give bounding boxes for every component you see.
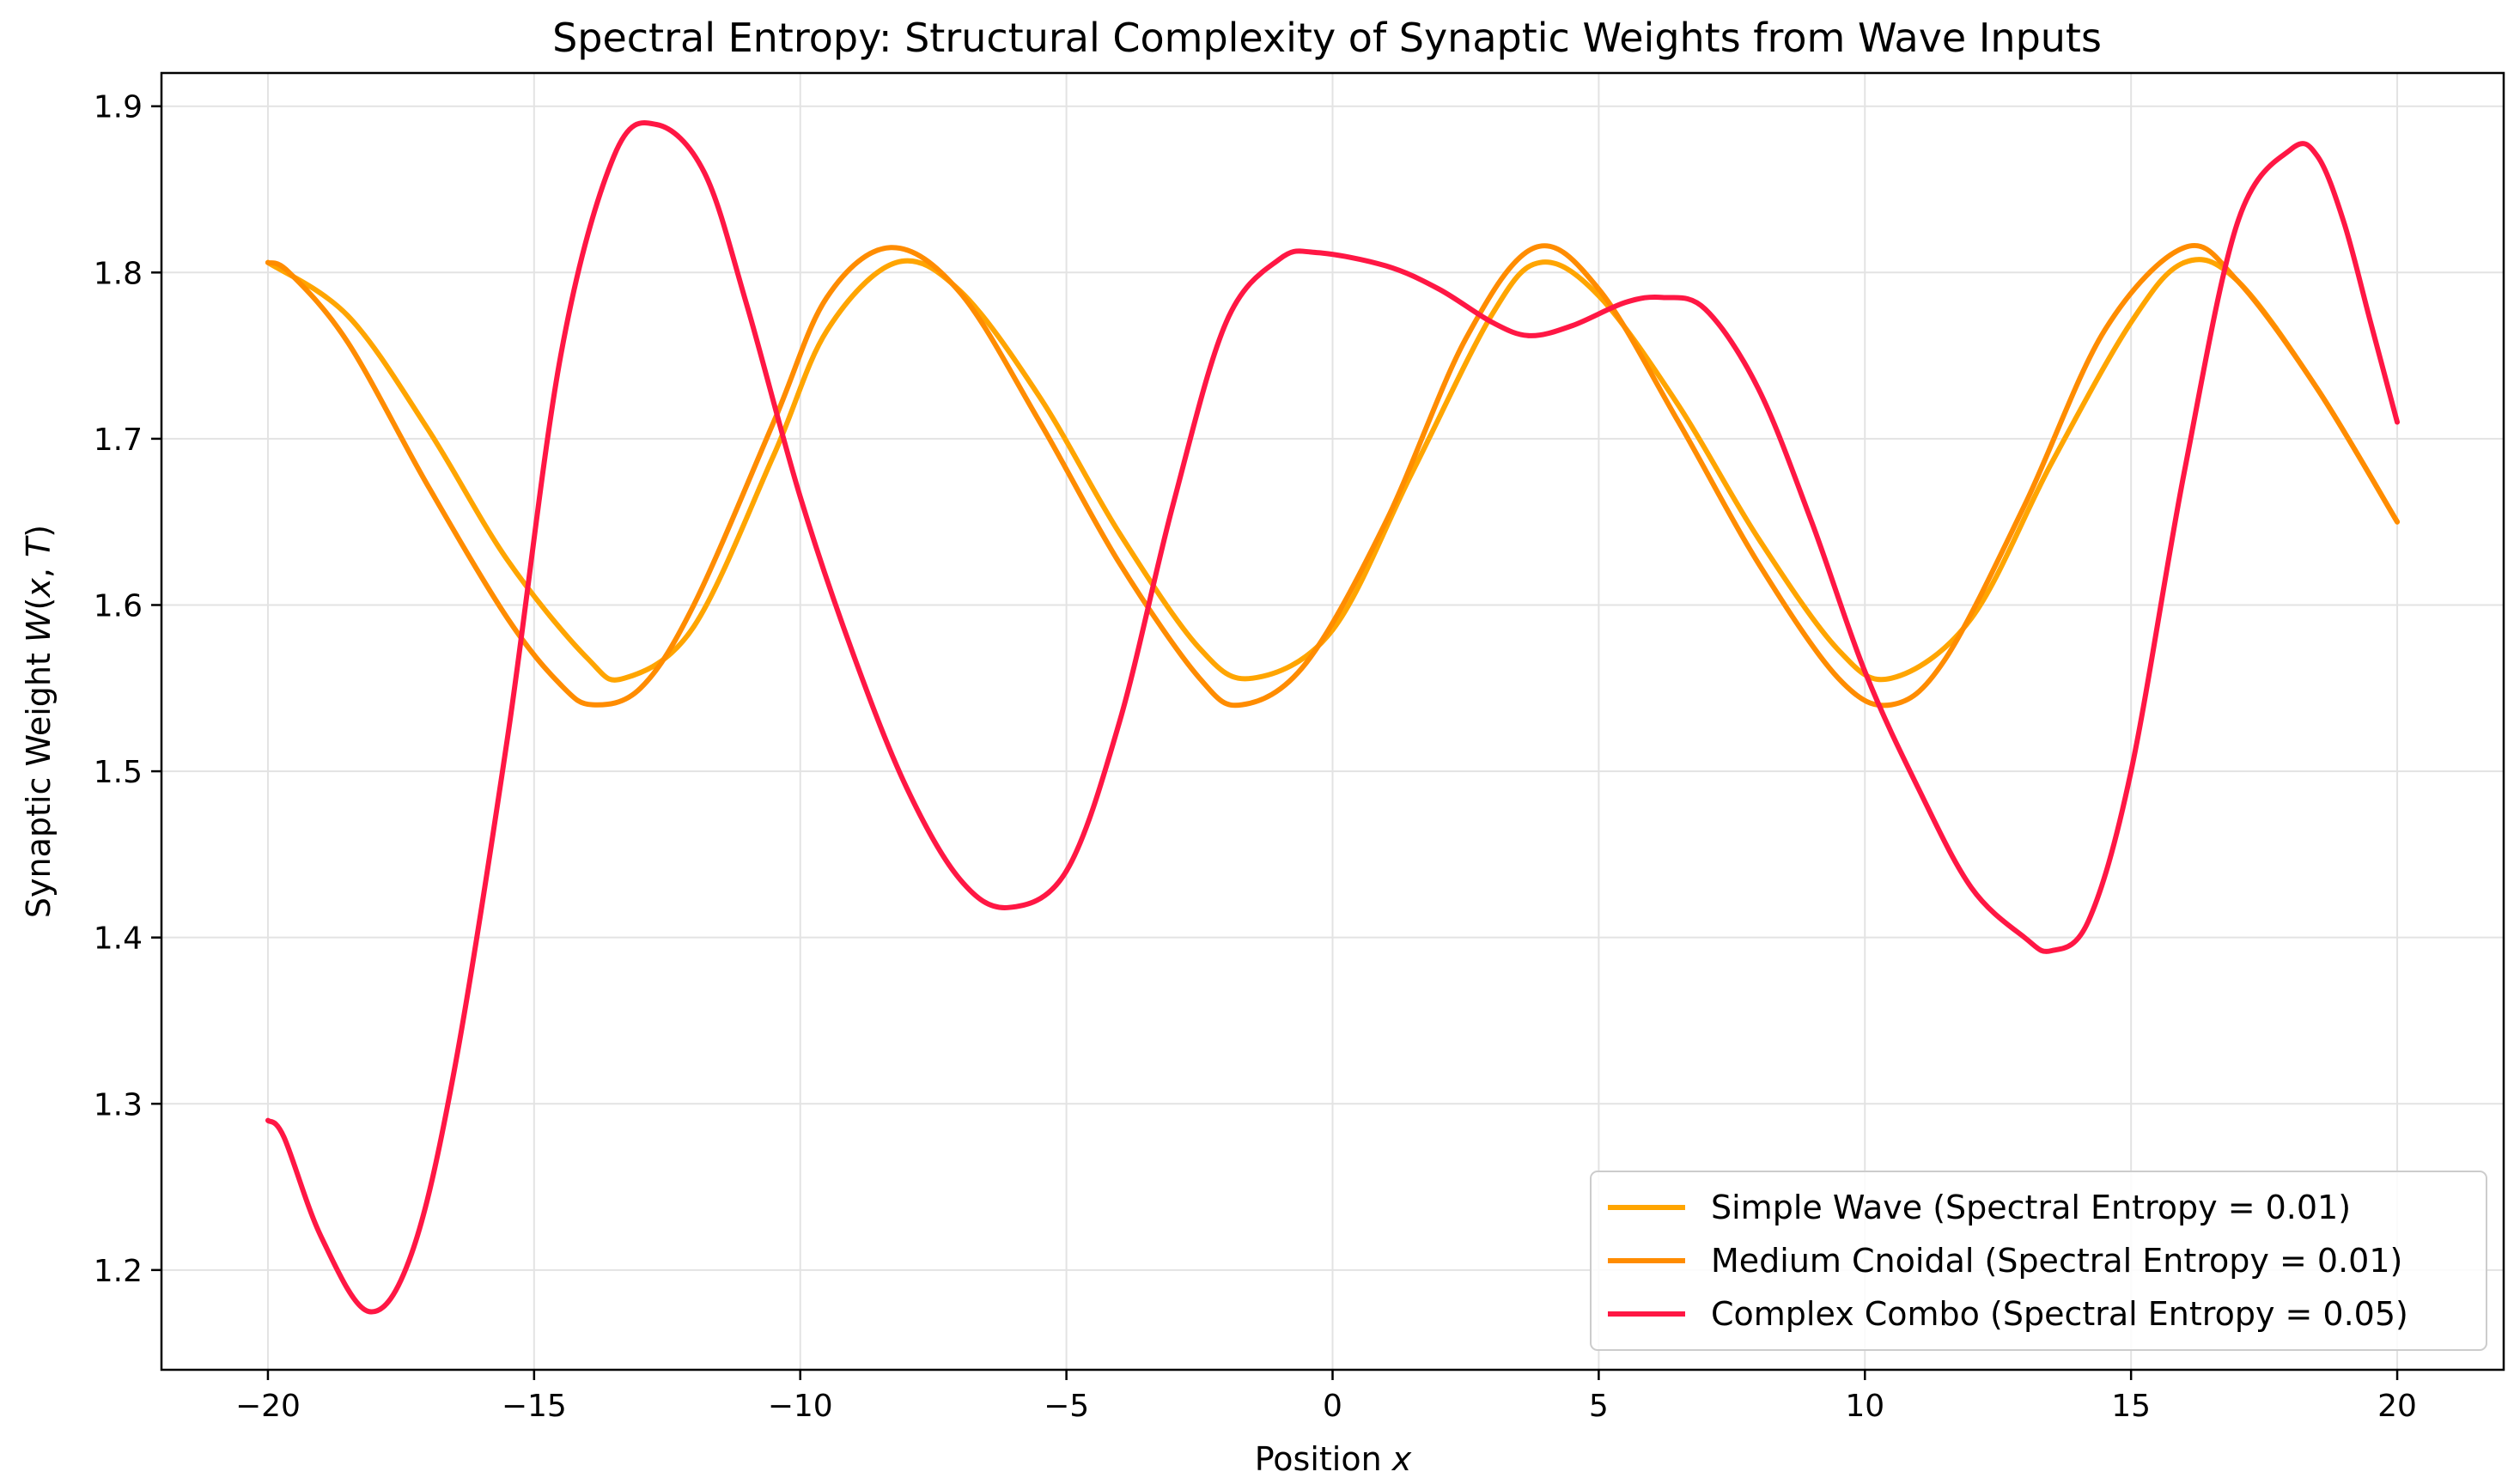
y-tick-label: 1.4 bbox=[94, 921, 143, 957]
legend-items: Simple Wave (Spectral Entropy = 0.01) Med… bbox=[1608, 1189, 2408, 1333]
y-axis-label: Synaptic Weight W(x, T) bbox=[20, 525, 58, 918]
x-tick-label: −5 bbox=[1044, 1389, 1089, 1424]
legend-label-medium-cnoidal: Medium Cnoidal (Spectral Entropy = 0.01) bbox=[1711, 1242, 2402, 1280]
y-tick-label: 1.6 bbox=[94, 588, 143, 623]
x-tick-label: −10 bbox=[768, 1389, 833, 1424]
legend-label-complex-combo: Complex Combo (Spectral Entropy = 0.05) bbox=[1711, 1295, 2408, 1333]
y-tick-label: 1.9 bbox=[94, 90, 143, 125]
x-tick-label: 20 bbox=[2377, 1389, 2417, 1424]
y-tick-label: 1.3 bbox=[94, 1087, 143, 1122]
legend-label-simple-wave: Simple Wave (Spectral Entropy = 0.01) bbox=[1711, 1189, 2351, 1226]
y-tick-label: 1.8 bbox=[94, 256, 143, 291]
series-lines bbox=[265, 120, 2401, 1315]
y-tick-label: 1.2 bbox=[94, 1254, 143, 1289]
x-tick-label: 15 bbox=[2111, 1389, 2151, 1424]
series-line-medium-cnoidal bbox=[265, 242, 2401, 709]
chart-title: Spectral Entropy: Structural Complexity … bbox=[552, 15, 2102, 61]
x-tick-label: −15 bbox=[502, 1389, 567, 1424]
legend-box bbox=[1590, 1171, 2487, 1351]
legend: Simple Wave (Spectral Entropy = 0.01) Med… bbox=[1590, 1171, 2487, 1351]
x-tick-label: 0 bbox=[1323, 1389, 1342, 1424]
series-line-simple-wave bbox=[265, 257, 2401, 683]
ticks: −20 −15 −10 −5 0 5 10 15 20 1.2 1.3 1.4 1.5 1.6 1.7 1.8… bbox=[94, 90, 2417, 1424]
x-tick-label: −20 bbox=[235, 1389, 301, 1424]
x-tick-label: 5 bbox=[1589, 1389, 1609, 1424]
x-axis-label: Position x bbox=[1255, 1440, 1412, 1478]
y-tick-label: 1.7 bbox=[94, 423, 143, 458]
y-tick-label: 1.5 bbox=[94, 755, 143, 790]
series-line-complex-combo bbox=[265, 120, 2401, 1315]
x-tick-label: 10 bbox=[1845, 1389, 1884, 1424]
